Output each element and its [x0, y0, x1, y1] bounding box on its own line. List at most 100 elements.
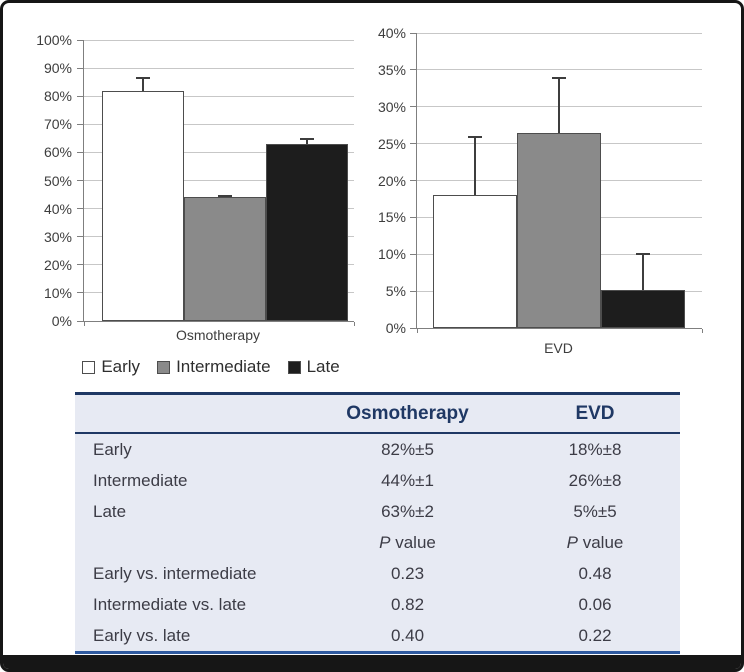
- y-tick-mark: [410, 106, 417, 108]
- y-tick-label: 15%: [377, 209, 406, 226]
- y-tick-mark: [77, 39, 84, 41]
- error-bar-stem: [142, 76, 144, 91]
- cell-evd: 0.06: [578, 594, 612, 614]
- y-tick-label: 10%: [43, 284, 72, 301]
- y-tick-label: 100%: [36, 32, 72, 48]
- gridline: [417, 69, 702, 71]
- legend-swatch-intermediate: [157, 360, 171, 374]
- row-label: Late: [93, 501, 127, 521]
- y-tick-label: 30%: [377, 98, 406, 115]
- error-bar-early: [136, 76, 150, 91]
- y-tick-mark: [77, 236, 84, 238]
- gridline: [84, 151, 354, 153]
- error-bar-stem: [474, 136, 476, 196]
- legend-swatch-early: [82, 360, 96, 374]
- table-row: Late 63%±2 5%±5: [75, 496, 680, 527]
- y-tick-mark: [77, 292, 84, 294]
- cell-evd: 18%±8: [568, 439, 622, 459]
- x-axis-label: EVD: [544, 340, 573, 356]
- legend: Early Intermediate Late: [49, 355, 373, 379]
- error-bar-late: [636, 252, 650, 290]
- y-tick-mark: [410, 69, 417, 71]
- y-tick-mark: [410, 216, 417, 218]
- error-bar-stem: [306, 138, 308, 144]
- y-axis-ticks: 0% 10% 20% 30% 40% 50% 60% 70% 80% 90% 100%: [29, 32, 77, 329]
- y-tick-mark: [77, 95, 84, 97]
- bar-late: [601, 289, 685, 328]
- table-header-row: Osmotherapy EVD: [75, 395, 680, 434]
- gridline: [84, 180, 354, 181]
- gridline: [417, 32, 702, 34]
- legend-label: Late: [306, 357, 340, 376]
- y-tick-mark: [77, 208, 84, 210]
- x-tick-mark: [353, 322, 355, 326]
- legend-swatch-late: [287, 360, 301, 374]
- table-row: P value P value: [75, 527, 680, 558]
- bar-intermediate: [517, 132, 601, 328]
- legend-label: Intermediate: [176, 357, 271, 376]
- gridline: [84, 123, 354, 125]
- y-tick-mark: [410, 180, 417, 181]
- x-tick-mark: [416, 329, 418, 333]
- legend-item-late: Late: [287, 357, 340, 377]
- table-row: Early 82%±5 18%±8: [75, 434, 680, 465]
- row-label: Early: [93, 439, 132, 459]
- bar-early: [102, 90, 184, 321]
- cell-evd: 0.48: [578, 563, 612, 583]
- y-tick-label: 80%: [43, 88, 72, 105]
- y-tick-mark: [77, 123, 84, 125]
- error-bar-stem: [642, 252, 644, 290]
- x-axis-label: Osmotherapy: [175, 327, 261, 343]
- gridline: [84, 95, 354, 97]
- cell-evd: P value: [566, 532, 624, 552]
- y-tick-label: 10%: [377, 246, 406, 263]
- y-axis-ticks: 0% 5% 10% 15% 20% 25% 30% 35% 40%: [365, 25, 411, 336]
- cell-osmotherapy: 0.82: [390, 594, 425, 614]
- y-tick-mark: [410, 327, 417, 329]
- bar-intermediate: [184, 197, 266, 321]
- y-tick-mark: [77, 67, 84, 69]
- legend-label: Early: [101, 357, 141, 376]
- y-tick-label: 50%: [43, 172, 72, 189]
- bottom-black-strip: [3, 655, 741, 669]
- x-tick-mark: [83, 322, 85, 326]
- y-tick-mark: [77, 264, 84, 266]
- cell-evd: 26%±8: [568, 470, 622, 490]
- y-tick-label: 0%: [51, 313, 72, 329]
- error-bar-stem: [558, 77, 560, 133]
- y-tick-label: 30%: [43, 228, 72, 245]
- y-tick-label: 0%: [385, 320, 406, 336]
- y-tick-mark: [410, 253, 417, 255]
- row-label: Early vs. intermediate: [93, 563, 257, 583]
- bar-late: [266, 143, 348, 321]
- cell-osmotherapy: 44%±1: [381, 470, 434, 490]
- error-bar-early: [468, 136, 482, 196]
- y-tick-label: 25%: [377, 135, 406, 152]
- y-tick-label: 20%: [377, 172, 406, 189]
- y-tick-label: 60%: [43, 144, 72, 161]
- error-bar-stem: [224, 194, 226, 198]
- cell-evd: 0.22: [578, 625, 612, 645]
- table-row: Early vs. intermediate 0.23 0.48: [75, 558, 680, 589]
- cell-osmotherapy: 82%±5: [381, 439, 434, 459]
- legend-item-early: Early: [82, 357, 140, 377]
- row-label: Intermediate vs. late: [93, 594, 247, 614]
- error-bar-intermediate: [552, 77, 566, 133]
- y-tick-label: 35%: [377, 61, 406, 78]
- y-tick-label: 40%: [43, 200, 72, 217]
- legend-item-intermediate: Intermediate: [157, 357, 271, 377]
- y-tick-label: 20%: [43, 256, 72, 273]
- table-row: Intermediate vs. late 0.82 0.06: [75, 589, 680, 620]
- y-tick-label: 5%: [385, 283, 406, 300]
- y-tick-mark: [77, 180, 84, 181]
- y-tick-mark: [410, 143, 417, 145]
- table-header-osmotherapy: Osmotherapy: [346, 402, 469, 424]
- y-tick-mark: [410, 290, 417, 292]
- y-tick-mark: [77, 320, 84, 322]
- gridline: [84, 39, 354, 41]
- cell-evd: 5%±5: [573, 501, 617, 521]
- y-tick-label: 40%: [377, 25, 406, 41]
- y-tick-mark: [77, 151, 84, 153]
- table-header-evd: EVD: [575, 402, 615, 424]
- plot-area: [410, 32, 703, 333]
